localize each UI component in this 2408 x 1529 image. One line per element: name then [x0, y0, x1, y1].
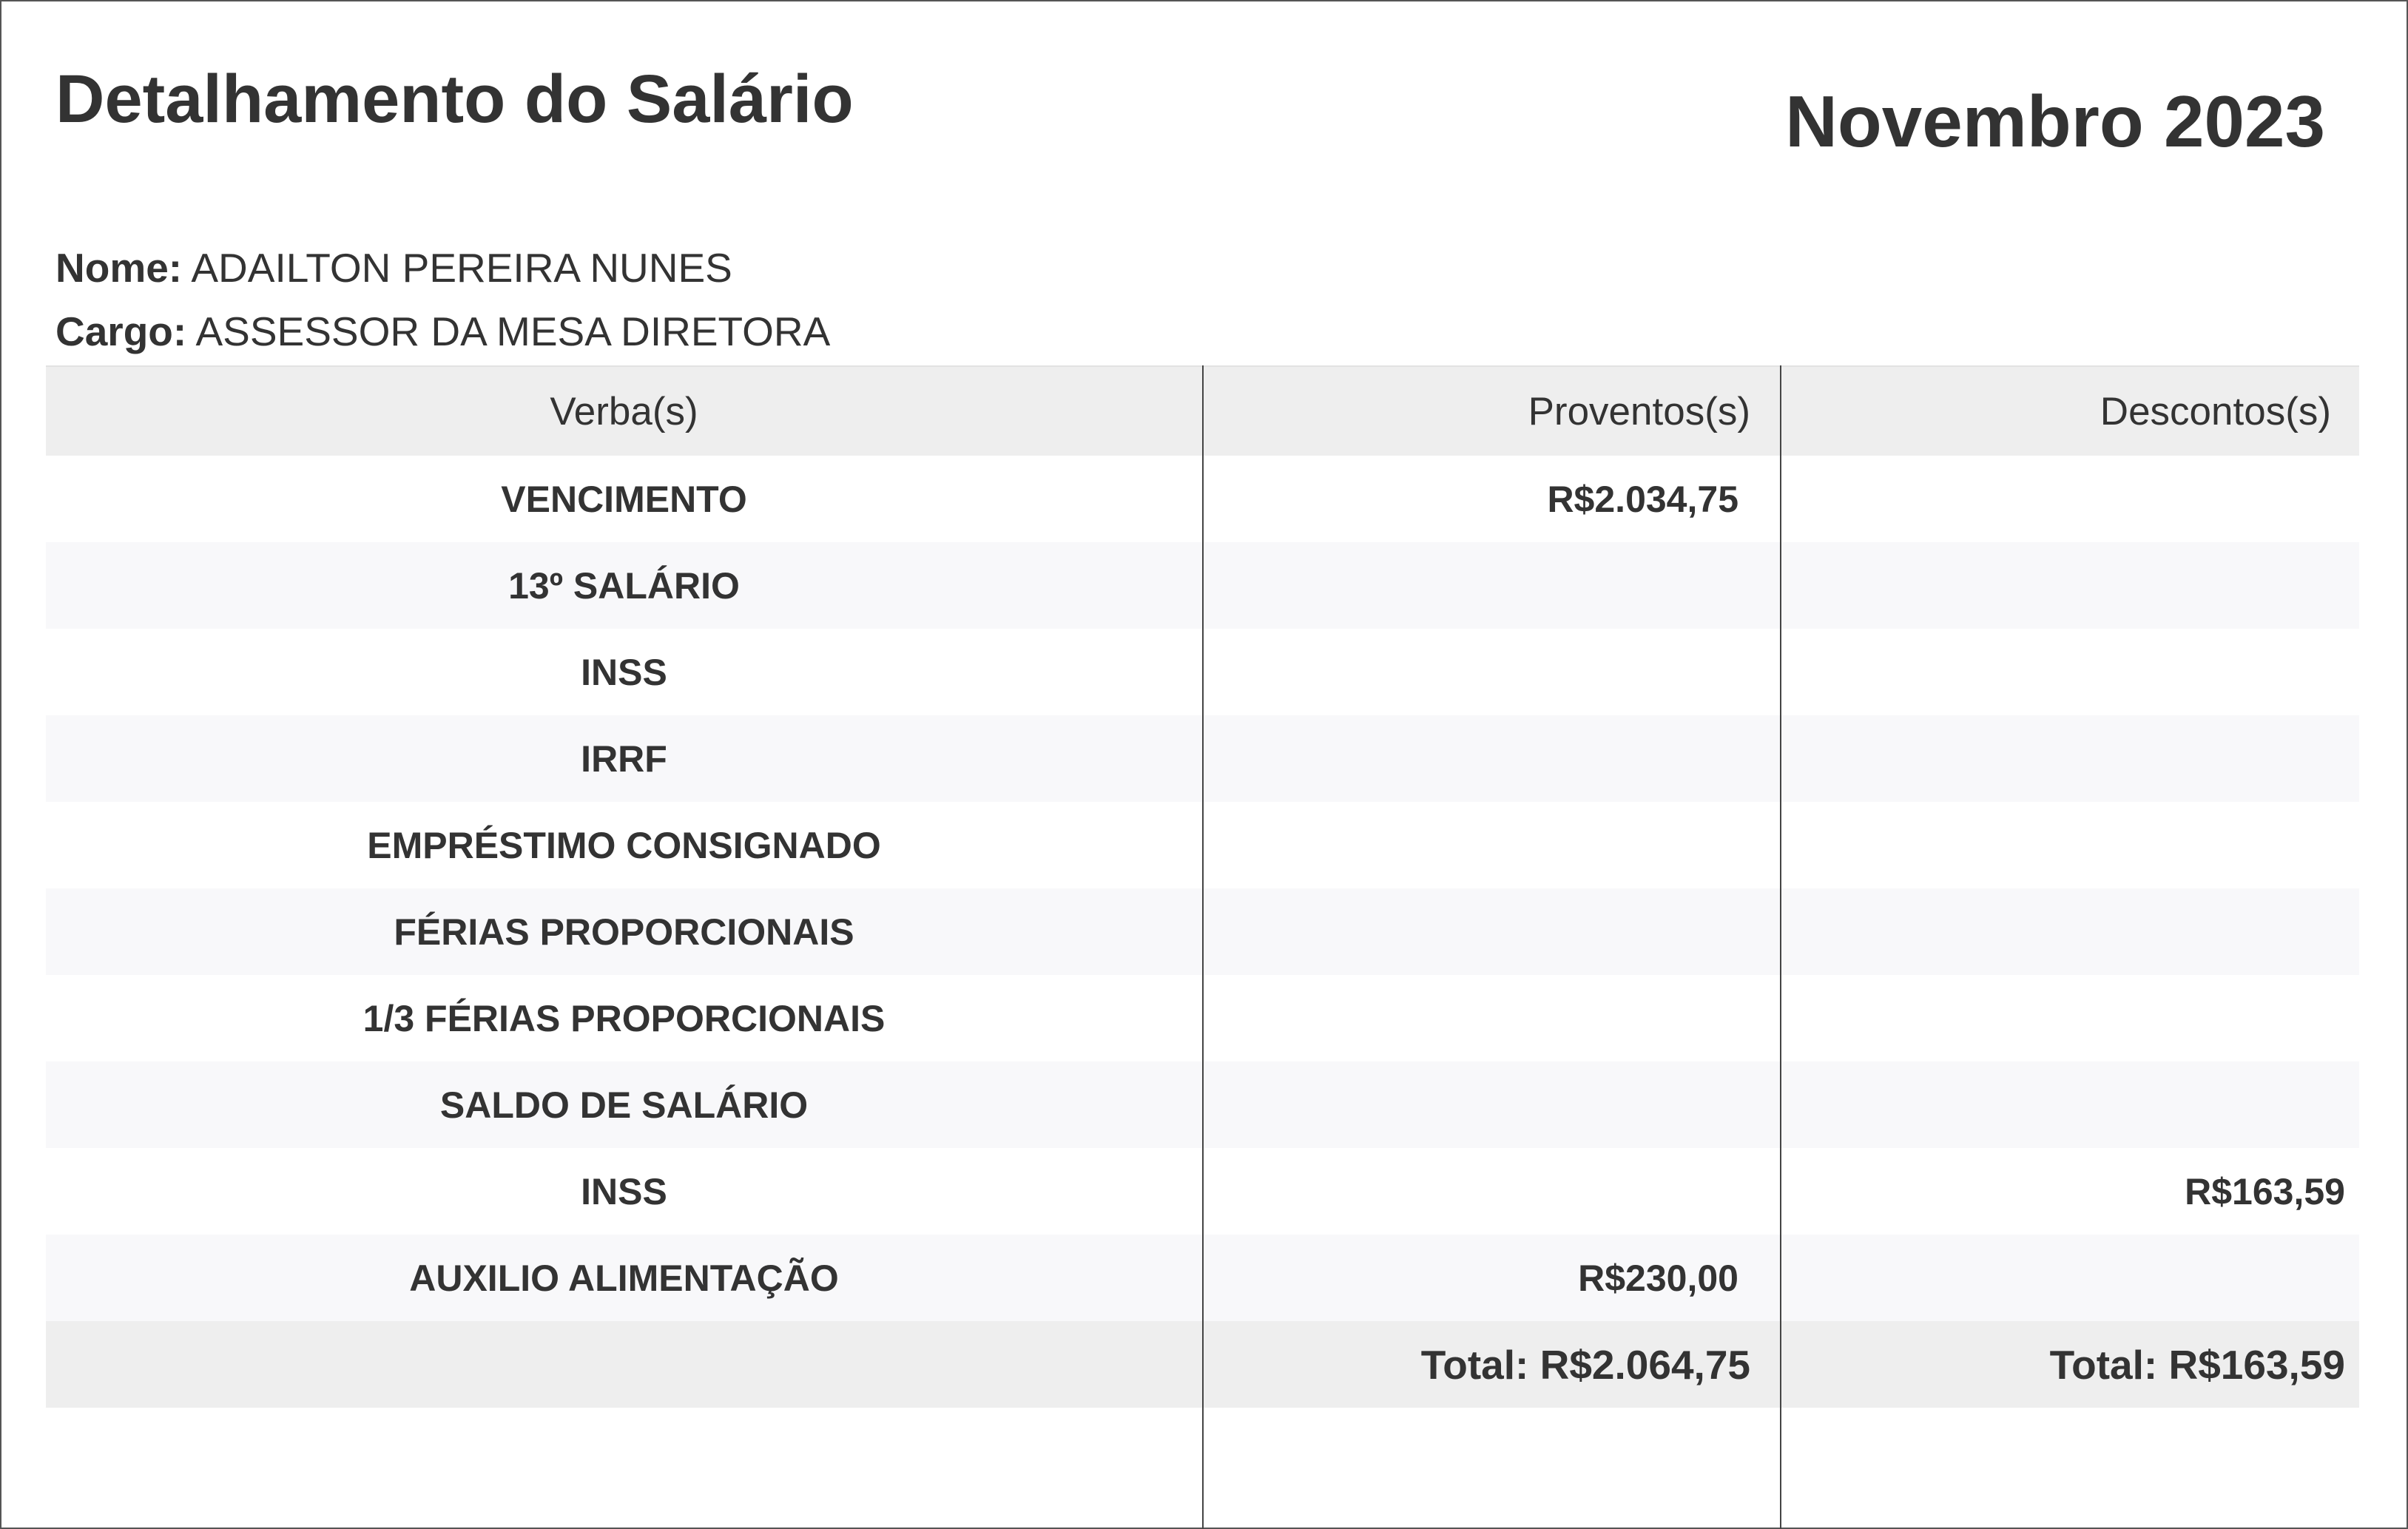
- column-header-verba: Verba(s): [550, 389, 698, 433]
- column-divider: [1780, 365, 1781, 1529]
- cell-descontos: R$163,59: [2185, 1170, 2345, 1212]
- cell-verba: INSS: [581, 1170, 667, 1212]
- column-header-proventos: Proventos(s): [1528, 389, 1750, 433]
- column-divider: [1202, 365, 1204, 1529]
- cell-verba: IRRF: [581, 738, 667, 780]
- total-descontos: Total: R$163,59: [2049, 1341, 2345, 1388]
- cell-verba: AUXILIO ALIMENTAÇÃO: [409, 1257, 839, 1299]
- role-value: ASSESSOR DA MESA DIRETORA: [195, 308, 831, 354]
- name-label: Nome:: [55, 245, 183, 291]
- name-value: ADAILTON PEREIRA NUNES: [191, 245, 732, 291]
- table-row: 1/3 FÉRIAS PROPORCIONAIS: [46, 975, 2359, 1061]
- cell-verba: 13º SALÁRIO: [508, 564, 740, 607]
- employee-name: Nome: ADAILTON PEREIRA NUNES: [55, 244, 732, 291]
- table-row: VENCIMENTO R$2.034,75: [46, 456, 2359, 542]
- table-row: EMPRÉSTIMO CONSIGNADO: [46, 802, 2359, 888]
- cell-verba: SALDO DE SALÁRIO: [439, 1084, 809, 1126]
- cell-proventos: R$2.034,75: [1547, 478, 1738, 520]
- cell-verba: INSS: [581, 651, 667, 693]
- table-row: INSS R$163,59: [46, 1148, 2359, 1235]
- cell-proventos: R$230,00: [1578, 1257, 1738, 1299]
- table-row: INSS: [46, 629, 2359, 715]
- cell-verba: FÉRIAS PROPORCIONAIS: [394, 911, 854, 953]
- period-label: Novembro 2023: [1785, 81, 2325, 162]
- total-proventos: Total: R$2.064,75: [1420, 1341, 1750, 1388]
- cell-verba: VENCIMENTO: [501, 478, 747, 520]
- column-header-descontos: Descontos(s): [2100, 389, 2331, 433]
- role-label: Cargo:: [55, 308, 187, 354]
- page-title: Detalhamento do Salário: [55, 61, 854, 137]
- cell-verba: 1/3 FÉRIAS PROPORCIONAIS: [362, 997, 886, 1039]
- cell-verba: EMPRÉSTIMO CONSIGNADO: [367, 824, 881, 866]
- employee-role: Cargo: ASSESSOR DA MESA DIRETORA: [55, 308, 830, 355]
